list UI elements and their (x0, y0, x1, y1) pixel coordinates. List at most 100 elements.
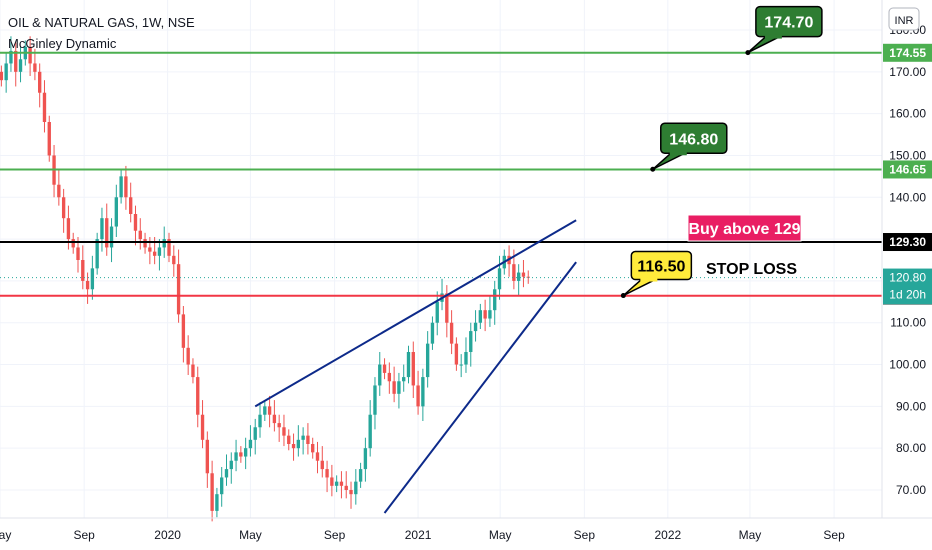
candle-body (4, 63, 8, 81)
candle (272, 400, 277, 432)
candle-body (0, 71, 4, 81)
candle (157, 239, 162, 271)
candle (368, 400, 372, 457)
trendlines[interactable] (254, 219, 577, 514)
candle (373, 377, 377, 430)
candle-body (445, 293, 449, 323)
candle (416, 370, 420, 415)
candle-body (239, 452, 243, 457)
currency-button[interactable]: INR (888, 7, 920, 31)
candle (191, 358, 195, 384)
candle-body (311, 444, 315, 453)
candle (473, 310, 478, 342)
callout-box (630, 250, 693, 281)
candle-body (411, 352, 415, 386)
candle-body (138, 230, 142, 240)
callout-146.80: 146.80 (650, 122, 728, 172)
candle-body (9, 50, 13, 64)
candle (363, 437, 368, 482)
candle-body (368, 414, 372, 449)
candle-body (421, 377, 425, 407)
candle-body (358, 469, 363, 482)
buy-above-label-box (687, 214, 802, 242)
candle (459, 354, 463, 378)
candle-body (186, 347, 190, 365)
candle (42, 80, 47, 133)
candle (239, 446, 243, 463)
callouts[interactable]: 174.70 146.80 116.50 (620, 5, 823, 299)
time-scale[interactable]: May Sep 2020 May Sep 2021 May Sep 2022 May Sep (0, 528, 845, 542)
callout-joint (764, 34, 782, 39)
candle (445, 285, 449, 338)
candle (483, 299, 487, 332)
candle (200, 400, 205, 449)
candle-body (148, 247, 152, 252)
candle (224, 454, 229, 486)
candle (138, 218, 142, 250)
candle (334, 475, 339, 493)
candle (61, 188, 66, 233)
price-tag-label: 174.55 (889, 46, 926, 60)
candle (210, 460, 214, 522)
candle (406, 345, 411, 384)
candle (181, 306, 186, 363)
trendline-1 (254, 219, 577, 408)
candle-body (459, 364, 463, 366)
candle-body (47, 122, 51, 156)
candle (521, 260, 526, 288)
buy-above-label[interactable]: Buy above 129 (687, 214, 802, 242)
price-tick-label: 170.00 (889, 65, 926, 79)
candle (85, 272, 90, 304)
candle-body (95, 239, 99, 269)
candle-body (248, 439, 253, 449)
candle (100, 207, 104, 252)
candle-body (119, 176, 123, 198)
candle-body (287, 435, 291, 444)
candles (0, 36, 530, 522)
price-tick-label: 140.00 (889, 190, 926, 204)
candle (387, 362, 392, 394)
candle (311, 437, 315, 459)
candle-body (464, 352, 468, 365)
candle-body (449, 322, 454, 344)
candle (176, 249, 181, 323)
candle (267, 395, 272, 428)
candle (469, 322, 473, 367)
candle-body (85, 280, 90, 290)
candle-body (339, 481, 344, 486)
indicator-name[interactable]: McGinley Dynamic (8, 36, 117, 51)
candle (402, 364, 406, 392)
candle-body (382, 364, 387, 373)
candle (320, 446, 324, 478)
candle-body (349, 490, 353, 495)
candle-body (129, 197, 133, 214)
candle (220, 467, 224, 507)
candle (497, 255, 502, 300)
candle-body (105, 218, 109, 248)
price-tick-label: 100.00 (889, 358, 926, 372)
candle (258, 402, 262, 438)
candle (454, 337, 459, 371)
candle-body (14, 50, 18, 72)
horizontal-levels[interactable] (0, 51, 882, 297)
price-tag-box (883, 43, 932, 62)
candle (358, 462, 363, 488)
last-price-tag-label: 120.80 (889, 271, 926, 285)
callout-116.50: 116.50 (620, 250, 693, 299)
candle-body (378, 364, 382, 386)
candle (253, 418, 257, 455)
candle (263, 400, 267, 421)
callout-anchor-dot (650, 166, 656, 172)
time-tick-label: 2021 (405, 528, 432, 542)
candle-body (483, 310, 487, 319)
currency-button-box (888, 7, 920, 31)
candle (143, 232, 147, 254)
candle (325, 460, 329, 493)
stop-loss-label[interactable]: STOP LOSS (706, 261, 797, 278)
candle-body (354, 481, 358, 495)
candle-body (430, 322, 435, 344)
symbol-title[interactable]: OIL & NATURAL GAS, 1W, NSE (8, 15, 195, 30)
candle-body (81, 260, 85, 281)
candle-body (373, 385, 377, 415)
